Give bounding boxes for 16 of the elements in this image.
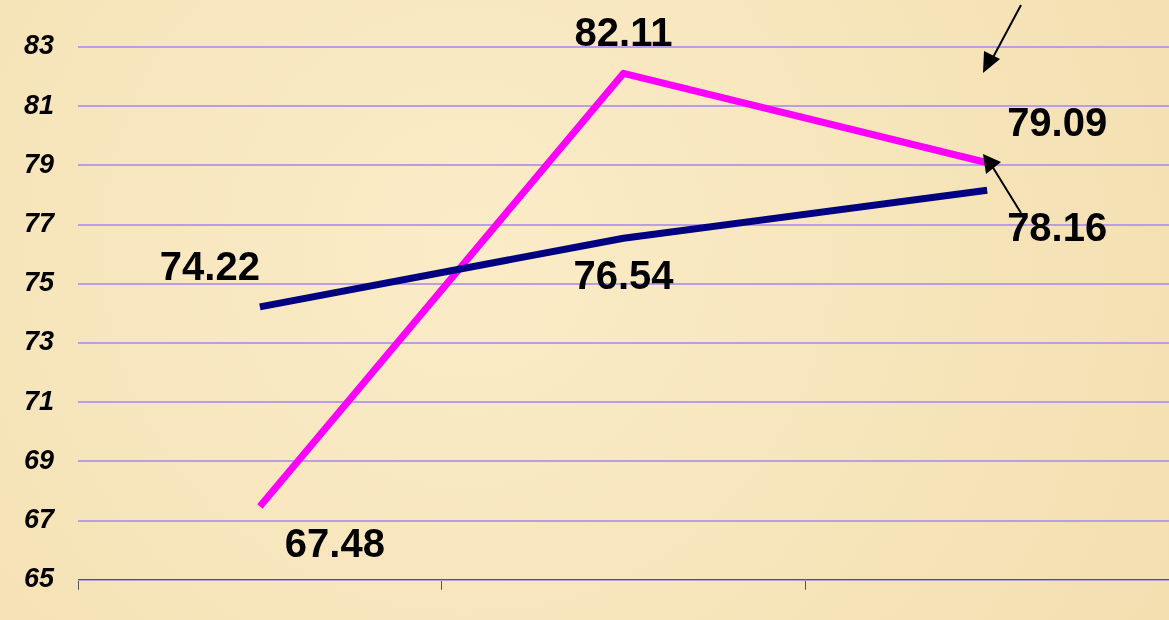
data-label: 82.11 — [574, 10, 673, 55]
y-tick-label: 73 — [23, 326, 55, 357]
data-label: 78.16 — [1007, 205, 1108, 250]
y-tick-label: 77 — [23, 208, 56, 239]
y-tick-label: 83 — [23, 30, 55, 61]
y-tick-label: 75 — [23, 267, 55, 298]
y-tick-label: 79 — [23, 148, 55, 179]
data-label: 67.48 — [284, 521, 385, 566]
y-tick-label: 81 — [23, 89, 55, 120]
y-tick-label: 69 — [23, 444, 55, 475]
data-label: 76.54 — [573, 253, 675, 298]
data-label: 74.22 — [159, 243, 260, 288]
y-tick-label: 71 — [23, 385, 55, 416]
data-label: 79.09 — [1007, 99, 1108, 144]
y-tick-label: 67 — [23, 504, 56, 535]
y-tick-label: 65 — [23, 563, 55, 594]
